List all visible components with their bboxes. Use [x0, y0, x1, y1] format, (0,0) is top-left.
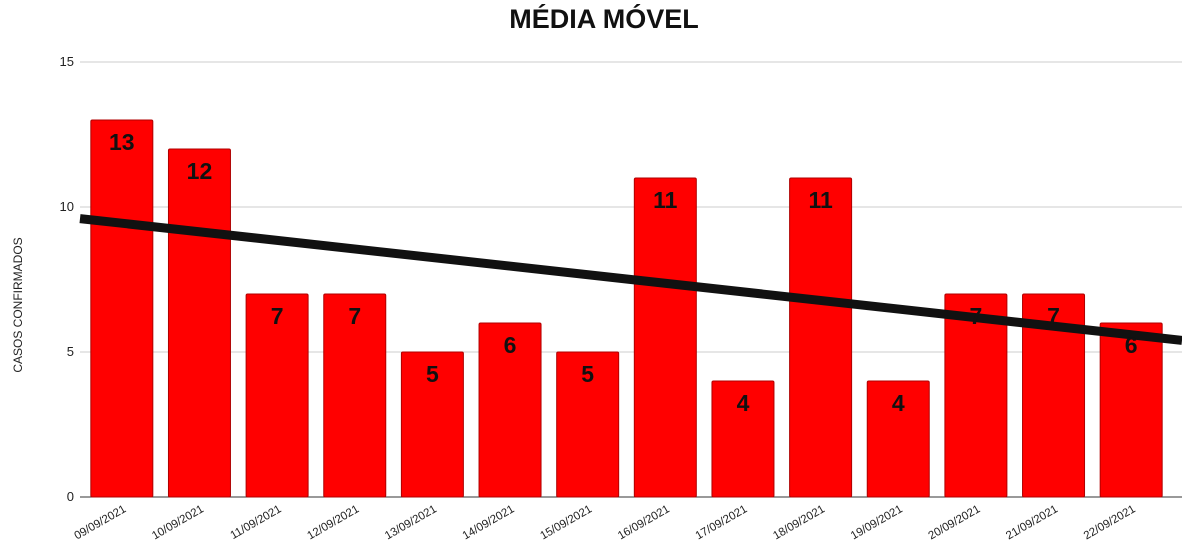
trendline — [79, 214, 1182, 345]
data-label: 5 — [426, 361, 439, 387]
y-tick-label: 10 — [60, 199, 74, 214]
y-tick-label: 0 — [67, 489, 74, 504]
bar — [1022, 293, 1086, 498]
data-label: 7 — [348, 303, 361, 329]
x-tick-label: 11/09/2021 — [229, 503, 284, 542]
data-label: 5 — [581, 361, 594, 387]
x-tick-label: 16/09/2021 — [616, 503, 672, 542]
data-label: 4 — [892, 390, 905, 416]
x-tick-label: 12/09/2021 — [305, 503, 361, 542]
y-tick-label: 15 — [60, 54, 74, 69]
data-label: 4 — [737, 390, 750, 416]
bar — [944, 293, 1008, 498]
x-tick-label: 14/09/2021 — [461, 503, 517, 542]
x-tick-label: 20/09/2021 — [927, 503, 983, 542]
data-label: 7 — [271, 303, 284, 329]
bar — [90, 119, 154, 498]
bar — [167, 148, 231, 498]
y-tick-label: 5 — [67, 344, 74, 359]
trendline-layer — [79, 214, 1182, 345]
data-label: 6 — [1125, 332, 1138, 358]
data-label: 11 — [808, 187, 833, 213]
bars — [90, 119, 1163, 498]
data-label: 11 — [653, 187, 678, 213]
bar — [323, 293, 387, 498]
data-label: 13 — [109, 129, 135, 155]
x-tick-label: 09/09/2021 — [72, 503, 128, 542]
bar — [866, 380, 930, 498]
x-tick-label: 17/09/2021 — [694, 503, 750, 542]
chart-title: MÉDIA MÓVEL — [509, 3, 699, 34]
data-label: 6 — [504, 332, 517, 358]
bar — [711, 380, 775, 498]
x-tick-label: 15/09/2021 — [538, 503, 594, 542]
x-tick-label: 18/09/2021 — [771, 503, 827, 542]
x-axis-ticks: 09/09/2021 10/09/2021 11/09/2021 12/09/2021… — [72, 503, 1137, 542]
bar — [556, 351, 620, 498]
y-axis-ticks: 0 5 10 15 — [60, 54, 74, 504]
data-label: 12 — [187, 158, 213, 184]
bar — [1099, 322, 1163, 498]
data-labels: 13 12 7 7 5 6 5 11 4 11 4 7 7 6 — [109, 129, 1138, 416]
x-tick-label: 13/09/2021 — [383, 503, 439, 542]
bar — [633, 177, 697, 498]
bar — [789, 177, 853, 498]
x-tick-label: 10/09/2021 — [150, 503, 206, 542]
x-tick-label: 21/09/2021 — [1004, 503, 1060, 542]
x-tick-label: 22/09/2021 — [1082, 503, 1138, 542]
bar — [245, 293, 309, 498]
data-label: 7 — [969, 303, 982, 329]
data-label: 7 — [1047, 303, 1060, 329]
x-tick-label: 19/09/2021 — [849, 503, 905, 542]
bar — [400, 351, 464, 498]
bar — [478, 322, 542, 498]
y-axis-label: CASOS CONFIRMADOS — [11, 237, 25, 372]
